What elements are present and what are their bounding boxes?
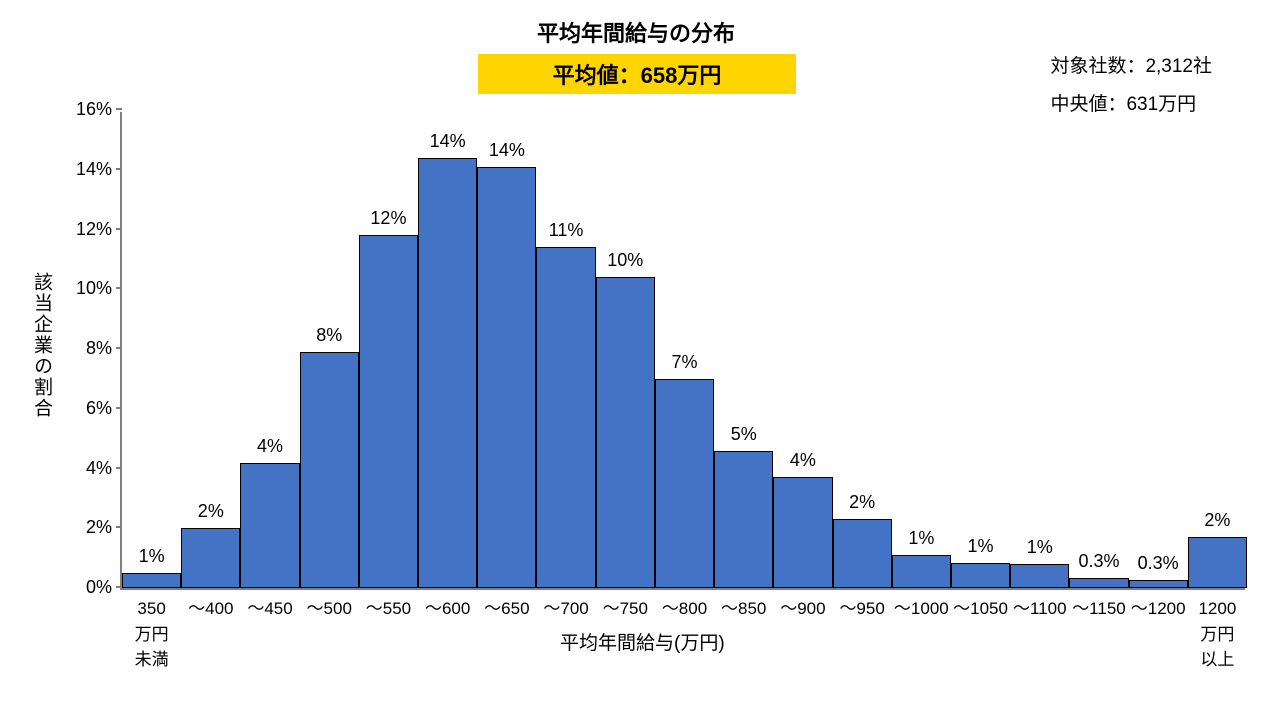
x-tick-label: ～950 <box>839 588 884 622</box>
bar <box>418 158 477 588</box>
x-tick-label: ～550 <box>366 588 411 622</box>
bar <box>536 247 595 588</box>
bar-data-label: 7% <box>671 352 697 373</box>
bar-data-label: 0.3% <box>1078 551 1119 572</box>
y-tick-label: 12% <box>76 219 122 240</box>
bar-data-label: 5% <box>731 424 757 445</box>
bar-data-label: 8% <box>316 325 342 346</box>
bar <box>300 352 359 588</box>
bar-data-label: 2% <box>1204 510 1230 531</box>
bar-data-label: 14% <box>430 131 466 152</box>
plot-area: 0%2%4%6%8%10%12%14%16%1%350万円未満2%～4004%～… <box>120 112 1245 590</box>
x-tick-label: ～600 <box>425 588 470 622</box>
bar <box>714 451 773 588</box>
x-tick-label: ～650 <box>484 588 529 622</box>
x-axis-title: 平均年間給与(万円) <box>560 628 725 655</box>
bar-data-label: 12% <box>370 208 406 229</box>
y-axis-title: 該当企業の割合 <box>28 272 55 419</box>
x-tick-label: ～1200 <box>1131 588 1186 622</box>
bar <box>477 167 536 588</box>
bar <box>1188 537 1247 588</box>
x-tick-label: ～400 <box>188 588 233 622</box>
y-tick-label: 8% <box>86 338 122 359</box>
bar <box>1129 580 1188 588</box>
bar-data-label: 1% <box>1027 537 1053 558</box>
x-tick-label: ～800 <box>662 588 707 622</box>
chart-title: 平均年間給与の分布 <box>0 16 1272 48</box>
x-tick-label: ～1150 <box>1072 588 1126 622</box>
x-tick-label: ～1050 <box>953 588 1008 622</box>
bar-data-label: 4% <box>257 436 283 457</box>
y-tick-label: 14% <box>76 159 122 180</box>
bar-data-label: 11% <box>549 220 584 241</box>
x-tick-label: ～700 <box>543 588 588 622</box>
bar <box>833 519 892 588</box>
x-tick-label: ～850 <box>721 588 766 622</box>
y-tick-label: 0% <box>86 577 122 598</box>
bar <box>240 463 299 588</box>
y-tick-label: 2% <box>86 517 122 538</box>
bar-data-label: 2% <box>849 492 875 513</box>
bar-data-label: 2% <box>198 501 224 522</box>
bar <box>655 379 714 588</box>
bar-data-label: 10% <box>607 250 643 271</box>
average-highlight: 平均値：658万円 <box>478 54 796 94</box>
bar <box>1069 578 1128 588</box>
x-tick-label: ～900 <box>780 588 825 622</box>
bar <box>892 555 951 588</box>
bar-data-label: 0.3% <box>1138 553 1179 574</box>
y-tick-label: 10% <box>76 278 122 299</box>
bar <box>181 528 240 588</box>
x-tick-label: ～1000 <box>894 588 949 622</box>
bar-data-label: 14% <box>489 140 525 161</box>
bar <box>122 573 181 588</box>
bar <box>773 477 832 588</box>
bar <box>1010 564 1069 588</box>
x-tick-label: 350万円未満 <box>135 588 169 673</box>
y-tick-label: 4% <box>86 458 122 479</box>
x-tick-label: ～1100 <box>1013 588 1067 622</box>
x-tick-label: 1200万円以上 <box>1198 588 1236 673</box>
stats-line1: 対象社数：2,312社 <box>1050 48 1212 86</box>
bar-data-label: 4% <box>790 450 816 471</box>
y-tick-label: 6% <box>86 398 122 419</box>
bar-data-label: 1% <box>968 536 994 557</box>
y-tick-label: 16% <box>76 99 122 120</box>
x-tick-label: ～450 <box>247 588 292 622</box>
bar <box>951 563 1010 588</box>
x-tick-label: ～750 <box>603 588 648 622</box>
bar-data-label: 1% <box>908 528 934 549</box>
bar <box>596 277 655 588</box>
bar-data-label: 1% <box>139 546 165 567</box>
x-tick-label: ～500 <box>307 588 352 622</box>
bar <box>359 235 418 588</box>
